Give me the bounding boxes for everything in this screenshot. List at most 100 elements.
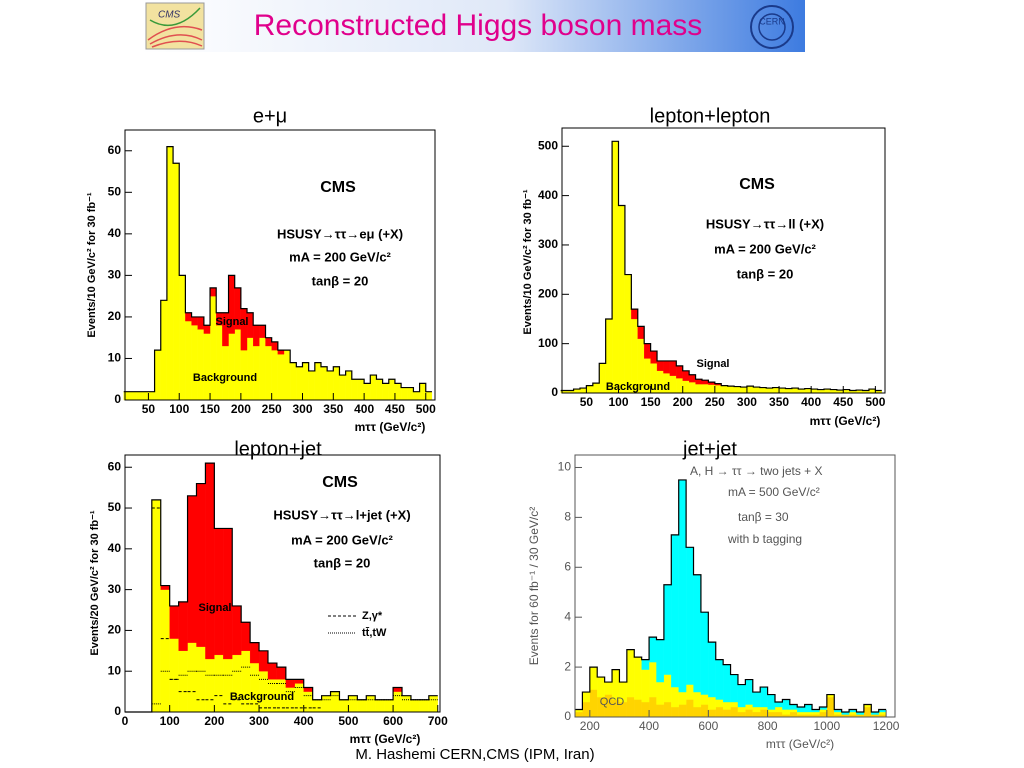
x-axis-label: mττ (GeV/c²) — [766, 737, 834, 751]
bar-segment — [312, 699, 322, 713]
bar-segment — [135, 391, 143, 401]
bar-segment — [178, 601, 188, 651]
bar-segment — [228, 333, 235, 401]
bar-segment — [644, 343, 651, 359]
outline — [575, 479, 887, 713]
series-label: Z,γ* — [362, 610, 383, 622]
bar-segment — [727, 385, 735, 394]
bar-segment — [708, 709, 716, 718]
bar-segment — [631, 308, 638, 320]
bar-segment — [259, 325, 266, 338]
annotation: tanβ = 20 — [737, 266, 794, 281]
y-tick-label: 2 — [564, 659, 571, 673]
bar-segment — [746, 385, 754, 394]
y-tick-label: 0 — [551, 385, 558, 399]
bar-segment — [265, 337, 272, 347]
annotation: mA = 500 GeV/c² — [728, 485, 820, 499]
bar-segment — [277, 354, 285, 401]
bar-segment — [203, 333, 211, 401]
bar-segment — [314, 362, 322, 401]
bar-segment — [641, 659, 650, 670]
bar-segment — [129, 391, 137, 401]
x-tick-label: 200 — [204, 714, 224, 728]
bar-segment — [363, 383, 371, 401]
bar-segment — [419, 383, 426, 401]
x-tick-label: 500 — [865, 395, 885, 409]
x-tick-label: 250 — [705, 395, 725, 409]
y-tick-label: 200 — [538, 286, 558, 300]
x-tick-label: 400 — [801, 395, 821, 409]
bar-segment — [740, 386, 748, 394]
bar-segment — [789, 709, 798, 713]
bar-segment — [205, 658, 215, 713]
slide-title: Reconstructed Higgs boson mass — [254, 9, 703, 42]
bar-segment — [216, 325, 223, 401]
bar-segment — [345, 370, 352, 401]
bar-segment — [715, 699, 724, 708]
bar-segment — [574, 711, 583, 718]
bar-segment — [209, 287, 217, 297]
bar-segment — [321, 695, 331, 713]
x-tick-label: 200 — [580, 719, 600, 733]
annotation: HSUSY→ττ→ll (+X) — [706, 216, 824, 231]
x-tick-label: 50 — [580, 395, 594, 409]
bar-segment — [656, 639, 665, 683]
bar-segment — [708, 696, 716, 710]
bar-segment — [308, 370, 315, 401]
bar-segment — [721, 385, 728, 394]
bar-segment — [714, 384, 722, 394]
bar-segment — [303, 691, 313, 713]
bar-segment — [767, 694, 776, 710]
x-tick-label: 200 — [673, 395, 693, 409]
bar-segment — [249, 662, 260, 713]
bar-segment — [290, 362, 297, 401]
bar-segment — [819, 709, 828, 713]
footer: M. Hashemi CERN,CMS (IPM, Iran) — [355, 746, 594, 763]
bar-segment — [326, 370, 334, 401]
chart-panel: 0 100 200 300 400 500 600 700 0 10 20 30 40 50 60 lepto… — [89, 438, 448, 746]
annotation: CMS — [739, 176, 775, 193]
bar-segment — [745, 704, 753, 710]
bar-segment — [722, 664, 731, 703]
bar-segment — [745, 709, 753, 718]
x-tick-label: 350 — [323, 402, 343, 416]
bar-segment — [641, 701, 650, 718]
plot-frame-top — [124, 454, 441, 713]
bar-segment — [366, 695, 376, 713]
bar-segment — [339, 374, 346, 401]
bar-segment — [848, 711, 857, 715]
bar-segment — [234, 329, 242, 401]
x-tick-label: 300 — [737, 395, 757, 409]
bar-segment — [700, 612, 709, 695]
bar-segment — [169, 638, 179, 713]
annotation: tanβ = 20 — [314, 555, 371, 570]
bar-segment — [797, 706, 805, 713]
bar-segment — [160, 300, 168, 401]
bar-segment — [185, 312, 192, 322]
y-tick-label: 6 — [564, 559, 571, 573]
x-tick-label: 0 — [122, 714, 129, 728]
bar-segment — [196, 483, 206, 647]
bar-segment — [634, 656, 642, 700]
bar-segment — [258, 650, 269, 672]
bar-segment — [413, 391, 420, 401]
y-tick-label: 0 — [114, 392, 121, 406]
bar-segment — [271, 350, 278, 401]
y-tick-label: 50 — [108, 500, 122, 514]
cms-logo: CMS — [145, 2, 205, 50]
bar-segment — [419, 699, 429, 713]
bar-segment — [753, 386, 760, 394]
chart-panel: 200 400 600 800 1000 1200 0 2 4 6 8 10 jet+jet Events… — [527, 438, 900, 751]
bar-segment — [589, 666, 598, 690]
bar-segment — [400, 387, 408, 401]
y-axis-label: Events/20 GeV/c² for 30 fb⁻¹ — [89, 510, 101, 656]
bar-segment — [760, 709, 768, 718]
chart-title: lepton+jet — [234, 438, 322, 460]
bar-segment — [253, 325, 260, 347]
bar-segment — [656, 360, 664, 371]
bar-segment — [160, 585, 170, 590]
bar-segment — [656, 681, 665, 705]
bar-segment — [797, 711, 805, 715]
bar-segment — [778, 387, 786, 394]
